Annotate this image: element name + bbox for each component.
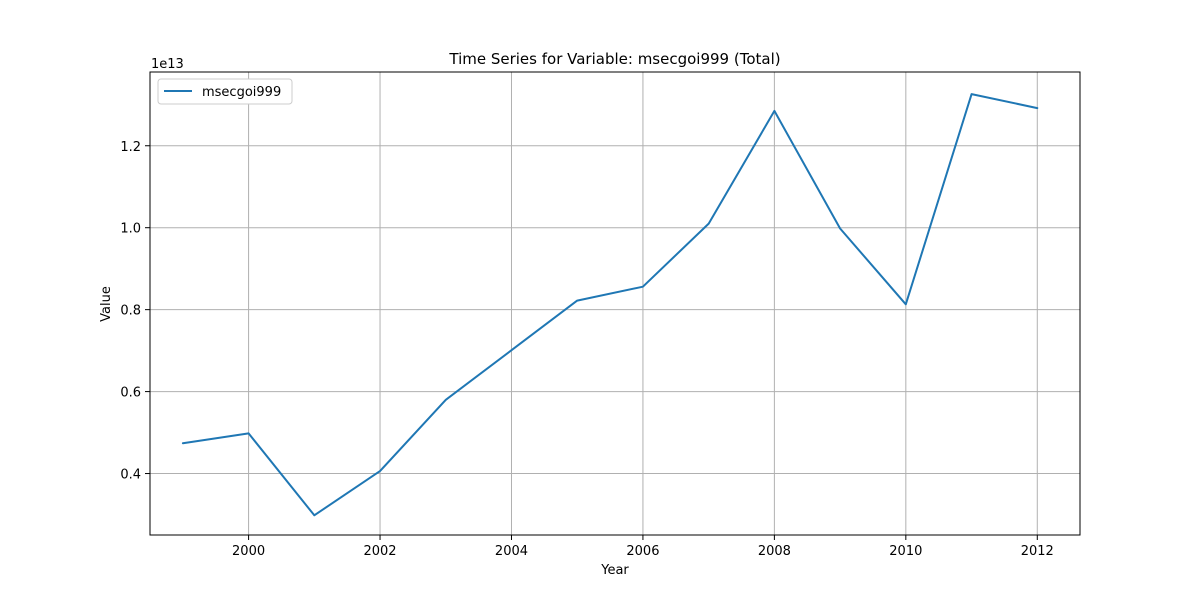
x-tick-label: 2000: [232, 544, 265, 559]
series-line-msecgoi999: [181, 93, 1039, 517]
y-tick-label: 1.2: [120, 140, 141, 155]
x-tick-label: 2012: [1021, 544, 1054, 559]
chart-title: Time Series for Variable: msecgoi999 (To…: [448, 50, 780, 68]
y-axis-offset-label: 1e13: [151, 57, 184, 72]
plot-area-frame: [149, 71, 1081, 536]
x-tick-label: 2008: [758, 544, 791, 559]
y-tick-label: 0.6: [120, 386, 141, 401]
x-axis-ticks: 2000 2002 2004 2006 2008 2010 2012: [232, 535, 1054, 559]
y-tick-label: 0.4: [120, 468, 141, 483]
y-tick-label: 0.8: [120, 304, 141, 319]
x-tick-label: 2002: [363, 544, 396, 559]
x-axis-label: Year: [600, 563, 629, 578]
y-axis-label: Value: [99, 286, 114, 322]
legend-label: msecgoi999: [202, 85, 281, 100]
x-tick-label: 2010: [889, 544, 922, 559]
series-layer: [181, 93, 1039, 517]
y-tick-label: 1.0: [120, 222, 141, 237]
x-tick-label: 2004: [495, 544, 528, 559]
legend: msecgoi999: [157, 78, 293, 105]
legend-box: [157, 78, 293, 105]
grid: [150, 72, 1080, 535]
x-tick-label: 2006: [626, 544, 659, 559]
y-axis-ticks: 0.4 0.6 0.8 1.0 1.2: [120, 140, 150, 483]
